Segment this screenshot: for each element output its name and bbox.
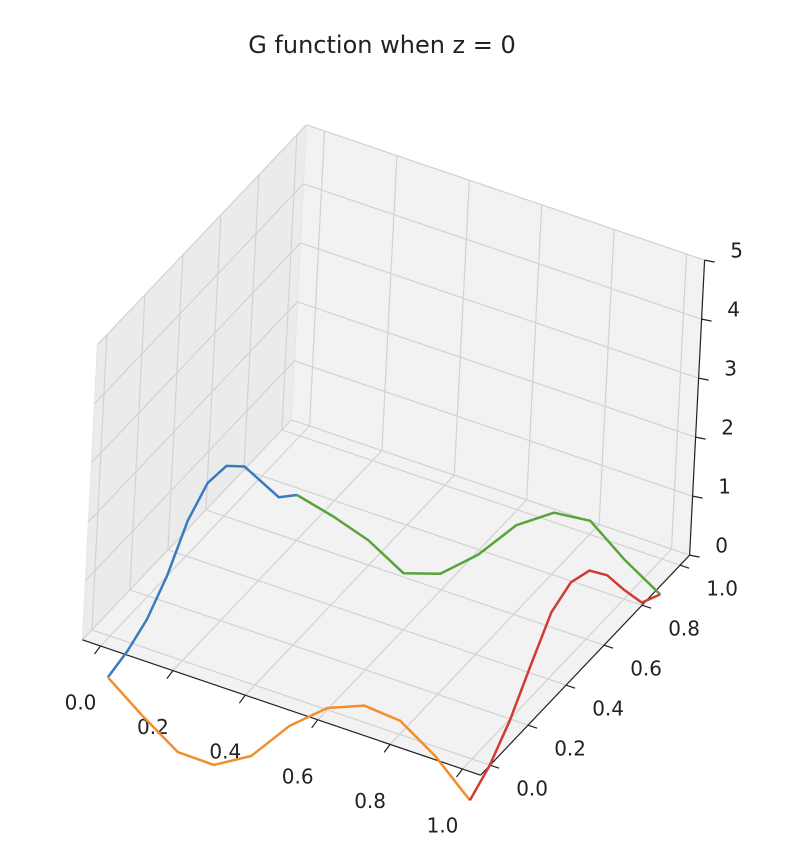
grid-line [81,419,292,641]
tick-mark [701,318,712,322]
data-line [106,676,471,802]
y-tick-label: 0.2 [554,737,586,761]
x-tick-label: 0.0 [65,691,97,715]
grid-line [129,589,529,726]
grid-line [91,629,491,766]
grid-line [453,180,470,476]
tick-mark [692,495,703,499]
grid-line [297,301,696,438]
grid-line [129,294,146,590]
grid-line [205,214,222,510]
grid-line [172,450,383,672]
y-tick-label: 1.0 [706,577,738,601]
grid-line [90,242,301,464]
grid-line [306,124,705,261]
grid-line [462,548,672,770]
grid-line [308,130,326,427]
y-tick-label: 0.8 [668,617,700,641]
y-tick-label: 0.0 [516,777,548,801]
tick-mark [603,644,614,649]
grid-line [84,360,295,582]
tick-mark [456,768,463,778]
x-tick-label: 1.0 [427,814,459,838]
grid-line [167,549,567,686]
tick-mark [704,259,715,263]
tick-mark [641,604,652,609]
x-tick-label: 0.6 [282,764,314,788]
grid-line [243,469,643,606]
grid-line [96,124,307,346]
grid-line [281,429,681,566]
tick-mark [166,670,174,679]
grid-line [91,334,108,630]
grid-line [526,204,543,500]
grid-line [100,425,310,647]
grid-line [598,229,615,525]
z-tick-label: 5 [730,239,743,263]
grid-line [389,523,600,745]
grid-line [291,419,690,556]
z-axis [689,260,706,556]
tick-mark [489,764,500,769]
data-line [468,569,661,801]
grid-line [300,242,699,379]
y-tick-label: 0.4 [592,697,624,721]
y-axis [480,554,691,776]
tick-mark [238,694,246,704]
y-tick-label: 0.6 [630,657,662,681]
grid-line [294,360,693,497]
tick-mark [565,684,576,689]
tick-mark [695,436,706,440]
tick-mark [698,377,709,381]
grid-line [670,253,688,550]
x-axis [82,639,481,776]
tick-mark [679,564,690,569]
data-line [296,493,662,596]
grid-line [87,301,298,523]
grid-line [244,474,455,696]
tick-mark [527,724,538,729]
x-tick-label: 0.8 [354,789,386,813]
chart-title: G function when z = 0 [248,31,516,59]
grid-line [167,254,184,550]
tick-mark [383,744,391,753]
z-tick-label: 2 [721,416,734,440]
grid-line [381,155,398,451]
grid-line [303,183,702,320]
tick-mark [311,719,319,729]
z-tick-label: 4 [727,298,740,322]
tick-mark [94,645,101,655]
grid-line [205,509,605,646]
z-tick-label: 1 [718,475,731,499]
z-tick-label: 3 [724,357,737,381]
grid-line [243,174,260,470]
z-tick-label: 0 [715,534,728,558]
grid-line [93,183,304,405]
grid-line [317,499,528,721]
grid-line [281,134,298,430]
tick-mark [689,554,700,558]
data-line [106,464,298,679]
